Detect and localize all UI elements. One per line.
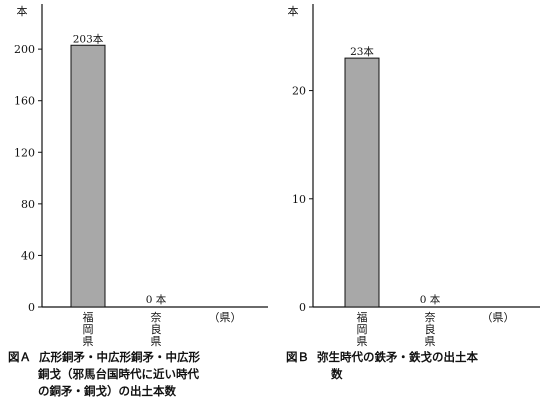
a-y-tick-label-0: 0 — [28, 301, 35, 314]
b-unit-label: 本 — [288, 4, 299, 18]
a-data-label-0: 203本 — [73, 32, 104, 45]
caption-b-line-1: 弥生時代の鉄矛・鉄戈の出土本 — [317, 350, 478, 364]
caption-a-line-2: 銅戈（邪馬台国時代に近い時代 — [38, 367, 199, 381]
b-y-tick-label-0: 0 — [299, 301, 306, 314]
b-data-label-0: 23本 — [350, 45, 374, 58]
a-unit-label: 本 — [17, 4, 28, 18]
b-category-label-0: 福岡県 — [357, 310, 368, 348]
a-data-label-1: 0 本 — [146, 293, 167, 306]
caption-b: 図Ｂ 弥生時代の鉄矛・鉄戈の出土本 数 — [286, 349, 548, 383]
a-category-label-0: 福岡県 — [83, 310, 94, 348]
a-bar-0 — [70, 44, 106, 308]
a-category-label-2: （県） — [209, 311, 242, 324]
a-y-tick-label-3: 120 — [14, 146, 35, 159]
a-y-tick-label-2: 80 — [21, 198, 35, 211]
b-y-tick-label-1: 10 — [292, 193, 306, 206]
a-y-tick-label-4: 160 — [14, 95, 35, 108]
a-y-tick-label-5: 200 — [14, 43, 35, 56]
b-category-label-2: （県） — [482, 311, 515, 324]
caption-a-line-3: の銅矛・銅戈）の出土本数 — [38, 384, 176, 398]
a-category-label-1: 奈良県 — [151, 310, 162, 348]
caption-b-label: 図Ｂ — [286, 350, 309, 364]
a-y-tick-label-1: 40 — [21, 249, 35, 262]
caption-a: 図Ａ 広形銅矛・中広形銅矛・中広形 銅戈（邪馬台国時代に近い時代 の銅矛・銅戈）の… — [8, 349, 270, 400]
b-data-label-1: 0 本 — [420, 293, 441, 306]
caption-b-line-2: 数 — [331, 367, 343, 381]
b-y-tick-label-2: 20 — [292, 85, 306, 98]
b-bar-0 — [344, 57, 380, 308]
b-category-label-1: 奈良県 — [425, 310, 436, 348]
caption-a-label: 図Ａ — [8, 350, 31, 364]
caption-a-line-1: 広形銅矛・中広形銅矛・中広形 — [39, 350, 200, 364]
